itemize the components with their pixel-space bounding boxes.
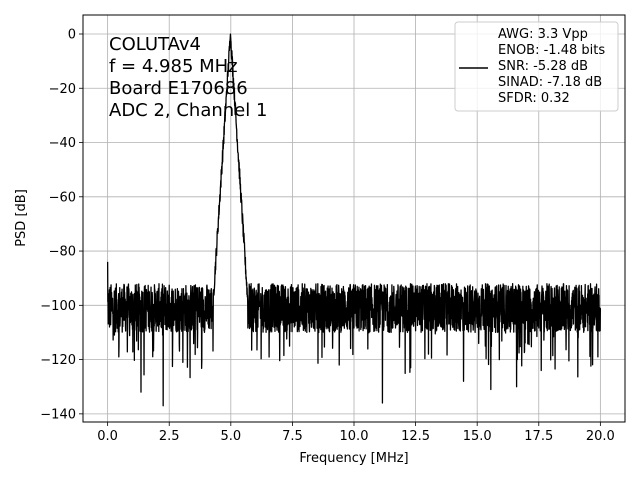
legend-entry-line: ENOB: -1.48 bits — [498, 43, 605, 58]
y-tick-label: 0 — [68, 27, 76, 42]
x-tick-label: 5.0 — [220, 429, 241, 444]
y-axis-label: PSD [dB] — [14, 189, 29, 247]
x-axis-label: Frequency [MHz] — [299, 451, 408, 466]
x-tick-label: 0.0 — [97, 429, 118, 444]
annotation-line: ADC 2, Channel 1 — [109, 100, 267, 121]
psd-trace — [106, 33, 602, 407]
annotation-block: COLUTAv4 f = 4.985 MHz Board E170686 ADC… — [109, 34, 267, 121]
y-tick-label: −40 — [49, 136, 76, 151]
legend-entry-line: SINAD: -7.18 dB — [498, 75, 602, 90]
x-tick-label: 15.0 — [463, 429, 492, 444]
y-axis-ticks: 0 −20 −40 −60 −80 −100 −120 −140 — [40, 27, 83, 422]
y-tick-label: −140 — [40, 407, 76, 422]
x-tick-label: 10.0 — [340, 429, 369, 444]
x-tick-label: 17.5 — [524, 429, 553, 444]
x-tick-label: 7.5 — [282, 429, 303, 444]
x-tick-label: 20.0 — [586, 429, 615, 444]
y-tick-label: −80 — [49, 245, 76, 260]
annotation-line: Board E170686 — [109, 78, 248, 99]
y-tick-label: −60 — [49, 190, 76, 205]
y-tick-label: −120 — [40, 353, 76, 368]
legend-entry-line: SFDR: 0.32 — [498, 91, 570, 106]
y-tick-label: −100 — [40, 299, 76, 314]
legend-entry-line: AWG: 3.3 Vpp — [498, 27, 588, 42]
x-axis-ticks: 0.0 2.5 5.0 7.5 10.0 12.5 15.0 17.5 20.0 — [97, 422, 615, 444]
psd-series-line — [106, 33, 602, 407]
legend: AWG: 3.3 Vpp ENOB: -1.48 bits SNR: -5.28… — [454, 21, 619, 112]
legend-entry-line: SNR: -5.28 dB — [498, 59, 588, 74]
x-tick-label: 12.5 — [401, 429, 430, 444]
y-tick-label: −20 — [49, 82, 76, 97]
annotation-line: f = 4.985 MHz — [109, 56, 238, 77]
legend-box — [454, 21, 619, 112]
annotation-line: COLUTAv4 — [109, 34, 201, 55]
x-tick-label: 2.5 — [159, 429, 180, 444]
